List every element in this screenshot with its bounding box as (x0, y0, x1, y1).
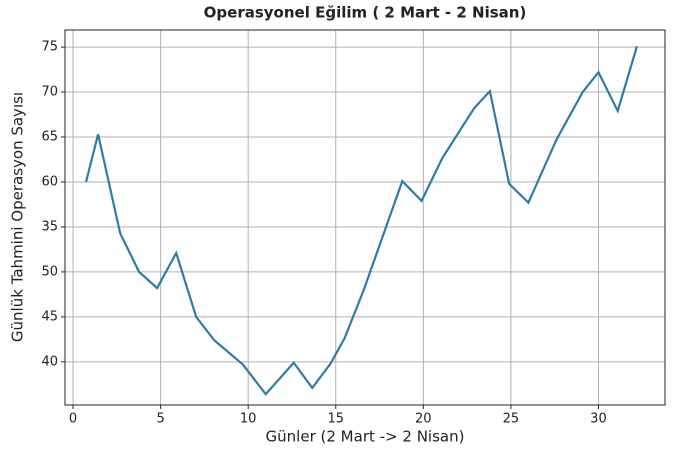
x-tick-label: 30 (590, 412, 607, 427)
y-tick-label: 75 (41, 40, 58, 55)
x-tick-label: 0 (69, 412, 77, 427)
x-tick-label: 15 (327, 412, 344, 427)
x-tick-label: 10 (240, 412, 257, 427)
plot-frame (64, 29, 666, 406)
y-tick-label: 35 (41, 219, 58, 234)
y-tick-label: 40 (41, 354, 58, 369)
y-tick-label: 45 (41, 309, 58, 324)
y-axis-label: Günlük Tahmini Operasyon Sayısı (9, 92, 27, 342)
y-tick-label: 65 (41, 130, 58, 145)
x-tick-label: 5 (156, 412, 164, 427)
x-tick-label: 20 (415, 412, 432, 427)
x-tick-label: 25 (503, 412, 520, 427)
y-tick-label: 70 (41, 85, 58, 100)
x-axis-label: Günler (2 Mart -> 2 Nisan) (266, 428, 465, 446)
line (84, 45, 639, 396)
chart-title: Operasyonel Eğilim ( 2 Mart - 2 Nisan) (204, 4, 527, 22)
y-tick-label: 60 (41, 174, 58, 189)
y-tick-label: 50 (41, 264, 58, 279)
